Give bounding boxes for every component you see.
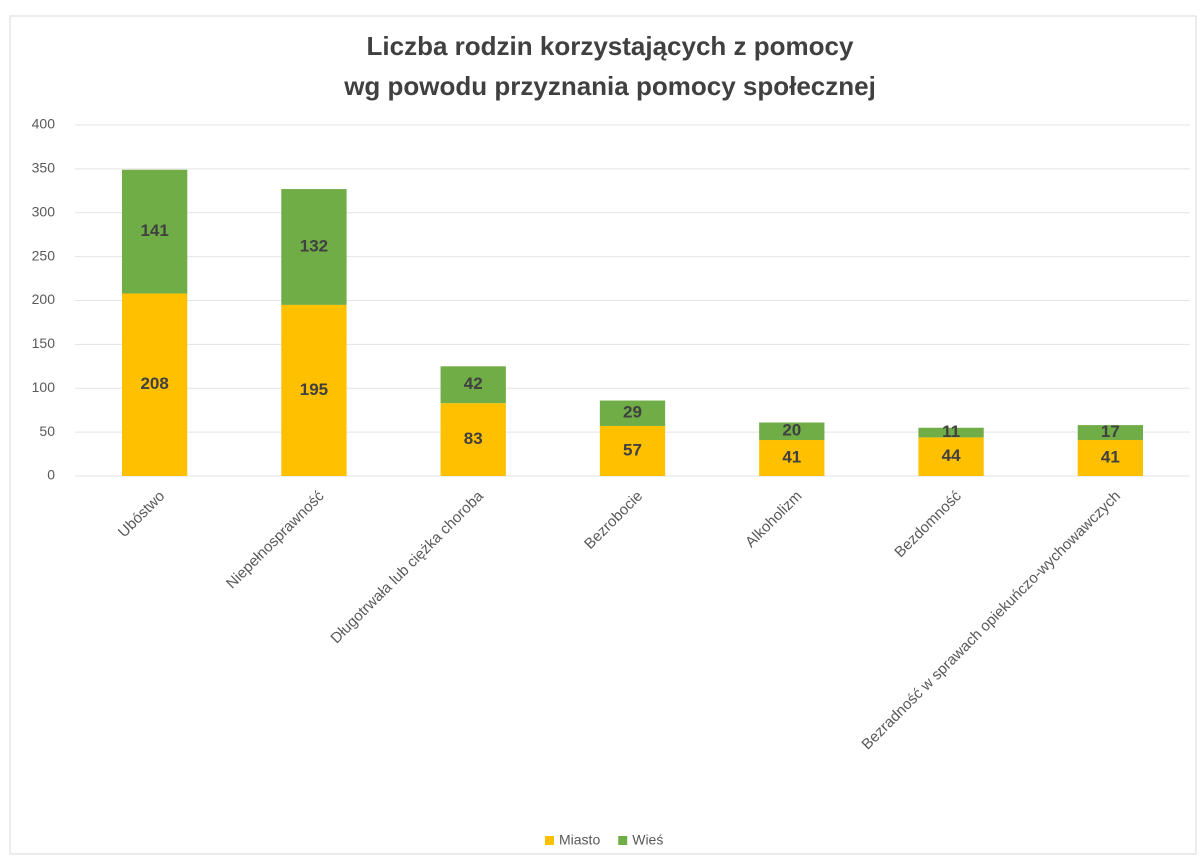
data-label: 208 xyxy=(140,374,168,393)
data-label: 17 xyxy=(1101,422,1120,441)
data-label: 141 xyxy=(140,221,168,240)
bar-segment xyxy=(759,440,825,476)
y-tick-label: 250 xyxy=(32,247,56,263)
data-label: 83 xyxy=(464,429,483,448)
data-label: 20 xyxy=(782,421,801,440)
data-label: 132 xyxy=(300,236,328,255)
bar-segment xyxy=(121,169,188,294)
chart-title: Liczba rodzin korzystających z pomocy xyxy=(367,31,854,61)
y-tick-label: 50 xyxy=(39,423,55,439)
y-tick-label: 200 xyxy=(32,291,56,307)
y-tick-label: 350 xyxy=(32,160,56,176)
bar-segment xyxy=(440,366,506,404)
bar-segment xyxy=(281,189,347,305)
bar-segment xyxy=(121,293,188,476)
data-label: 195 xyxy=(300,380,328,399)
bar-segment xyxy=(599,425,666,476)
legend-label: Wieś xyxy=(632,832,663,848)
data-label: 41 xyxy=(1101,447,1120,466)
data-label: 57 xyxy=(623,440,642,459)
bar-segment xyxy=(281,304,347,476)
y-tick-label: 300 xyxy=(32,203,56,219)
y-tick-label: 400 xyxy=(32,116,56,132)
data-label: 42 xyxy=(464,374,483,393)
bar-segment xyxy=(918,437,984,476)
bar-segment xyxy=(759,422,825,441)
y-tick-label: 0 xyxy=(47,467,55,483)
bar-segment xyxy=(599,400,666,426)
legend-label: Miasto xyxy=(559,832,600,848)
bar-segment xyxy=(440,403,506,476)
bar-segment xyxy=(1077,425,1144,441)
legend-swatch xyxy=(545,836,554,845)
legend-swatch xyxy=(618,836,628,845)
data-label: 29 xyxy=(623,403,642,422)
bar-segment xyxy=(1077,440,1144,476)
data-label: 44 xyxy=(942,446,961,465)
bar-segment xyxy=(918,427,984,438)
data-label: 11 xyxy=(942,422,960,441)
y-tick-label: 100 xyxy=(32,379,56,395)
y-tick-label: 150 xyxy=(32,335,56,351)
data-label: 41 xyxy=(782,447,801,466)
chart-title: wg powodu przyznania pomocy społecznej xyxy=(343,71,876,101)
